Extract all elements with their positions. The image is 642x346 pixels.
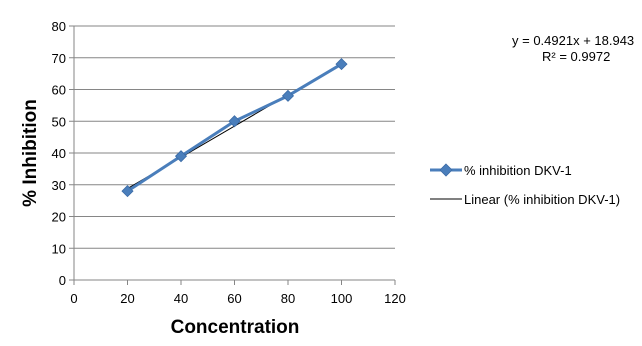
trendline-r-squared: R² = 0.9972	[542, 49, 610, 64]
y-tick-labels: 0 10 20 30 40 50 60 70 80	[52, 19, 74, 288]
legend-trendline-label: Linear (% inhibition DKV-1)	[464, 192, 620, 207]
trendline-equation: y = 0.4921x + 18.943	[512, 33, 634, 48]
data-point-marker	[281, 89, 295, 102]
legend: % inhibition DKV-1 Linear (% inhibition …	[430, 163, 620, 207]
x-tick-label: 80	[281, 291, 295, 306]
data-point-marker	[121, 185, 134, 198]
legend-series-label: % inhibition DKV-1	[464, 163, 572, 178]
x-tick-labels: 0 20 40 60 80 100 120	[70, 280, 406, 306]
series-line	[126, 62, 343, 193]
y-tick-label: 80	[52, 19, 66, 34]
x-tick-label: 120	[384, 291, 406, 306]
x-tick-label: 20	[120, 291, 134, 306]
x-tick-label: 60	[227, 291, 241, 306]
y-tick-label: 40	[52, 146, 66, 161]
grid-lines	[74, 25, 395, 249]
y-tick-label: 30	[52, 178, 66, 193]
y-tick-label: 70	[52, 51, 66, 66]
y-tick-label: 0	[59, 273, 66, 288]
y-tick-label: 10	[52, 241, 66, 256]
data-point-marker	[228, 115, 241, 128]
y-tick-label: 50	[52, 114, 66, 129]
data-point-marker	[335, 58, 348, 71]
legend-series-marker-swatch	[439, 163, 453, 177]
series-layer	[121, 58, 348, 198]
y-tick-label: 60	[52, 83, 66, 98]
x-axis-label: Concentration	[171, 317, 300, 338]
y-tick-label: 20	[52, 210, 66, 225]
y-axis-label: % Inhibition	[20, 99, 41, 207]
data-point-marker	[174, 150, 188, 163]
legend-item-trendline: Linear (% inhibition DKV-1)	[430, 192, 620, 207]
x-tick-label: 0	[70, 291, 77, 306]
x-tick-label: 40	[174, 291, 188, 306]
legend-item-series: % inhibition DKV-1	[430, 163, 572, 178]
x-tick-label: 100	[331, 291, 353, 306]
